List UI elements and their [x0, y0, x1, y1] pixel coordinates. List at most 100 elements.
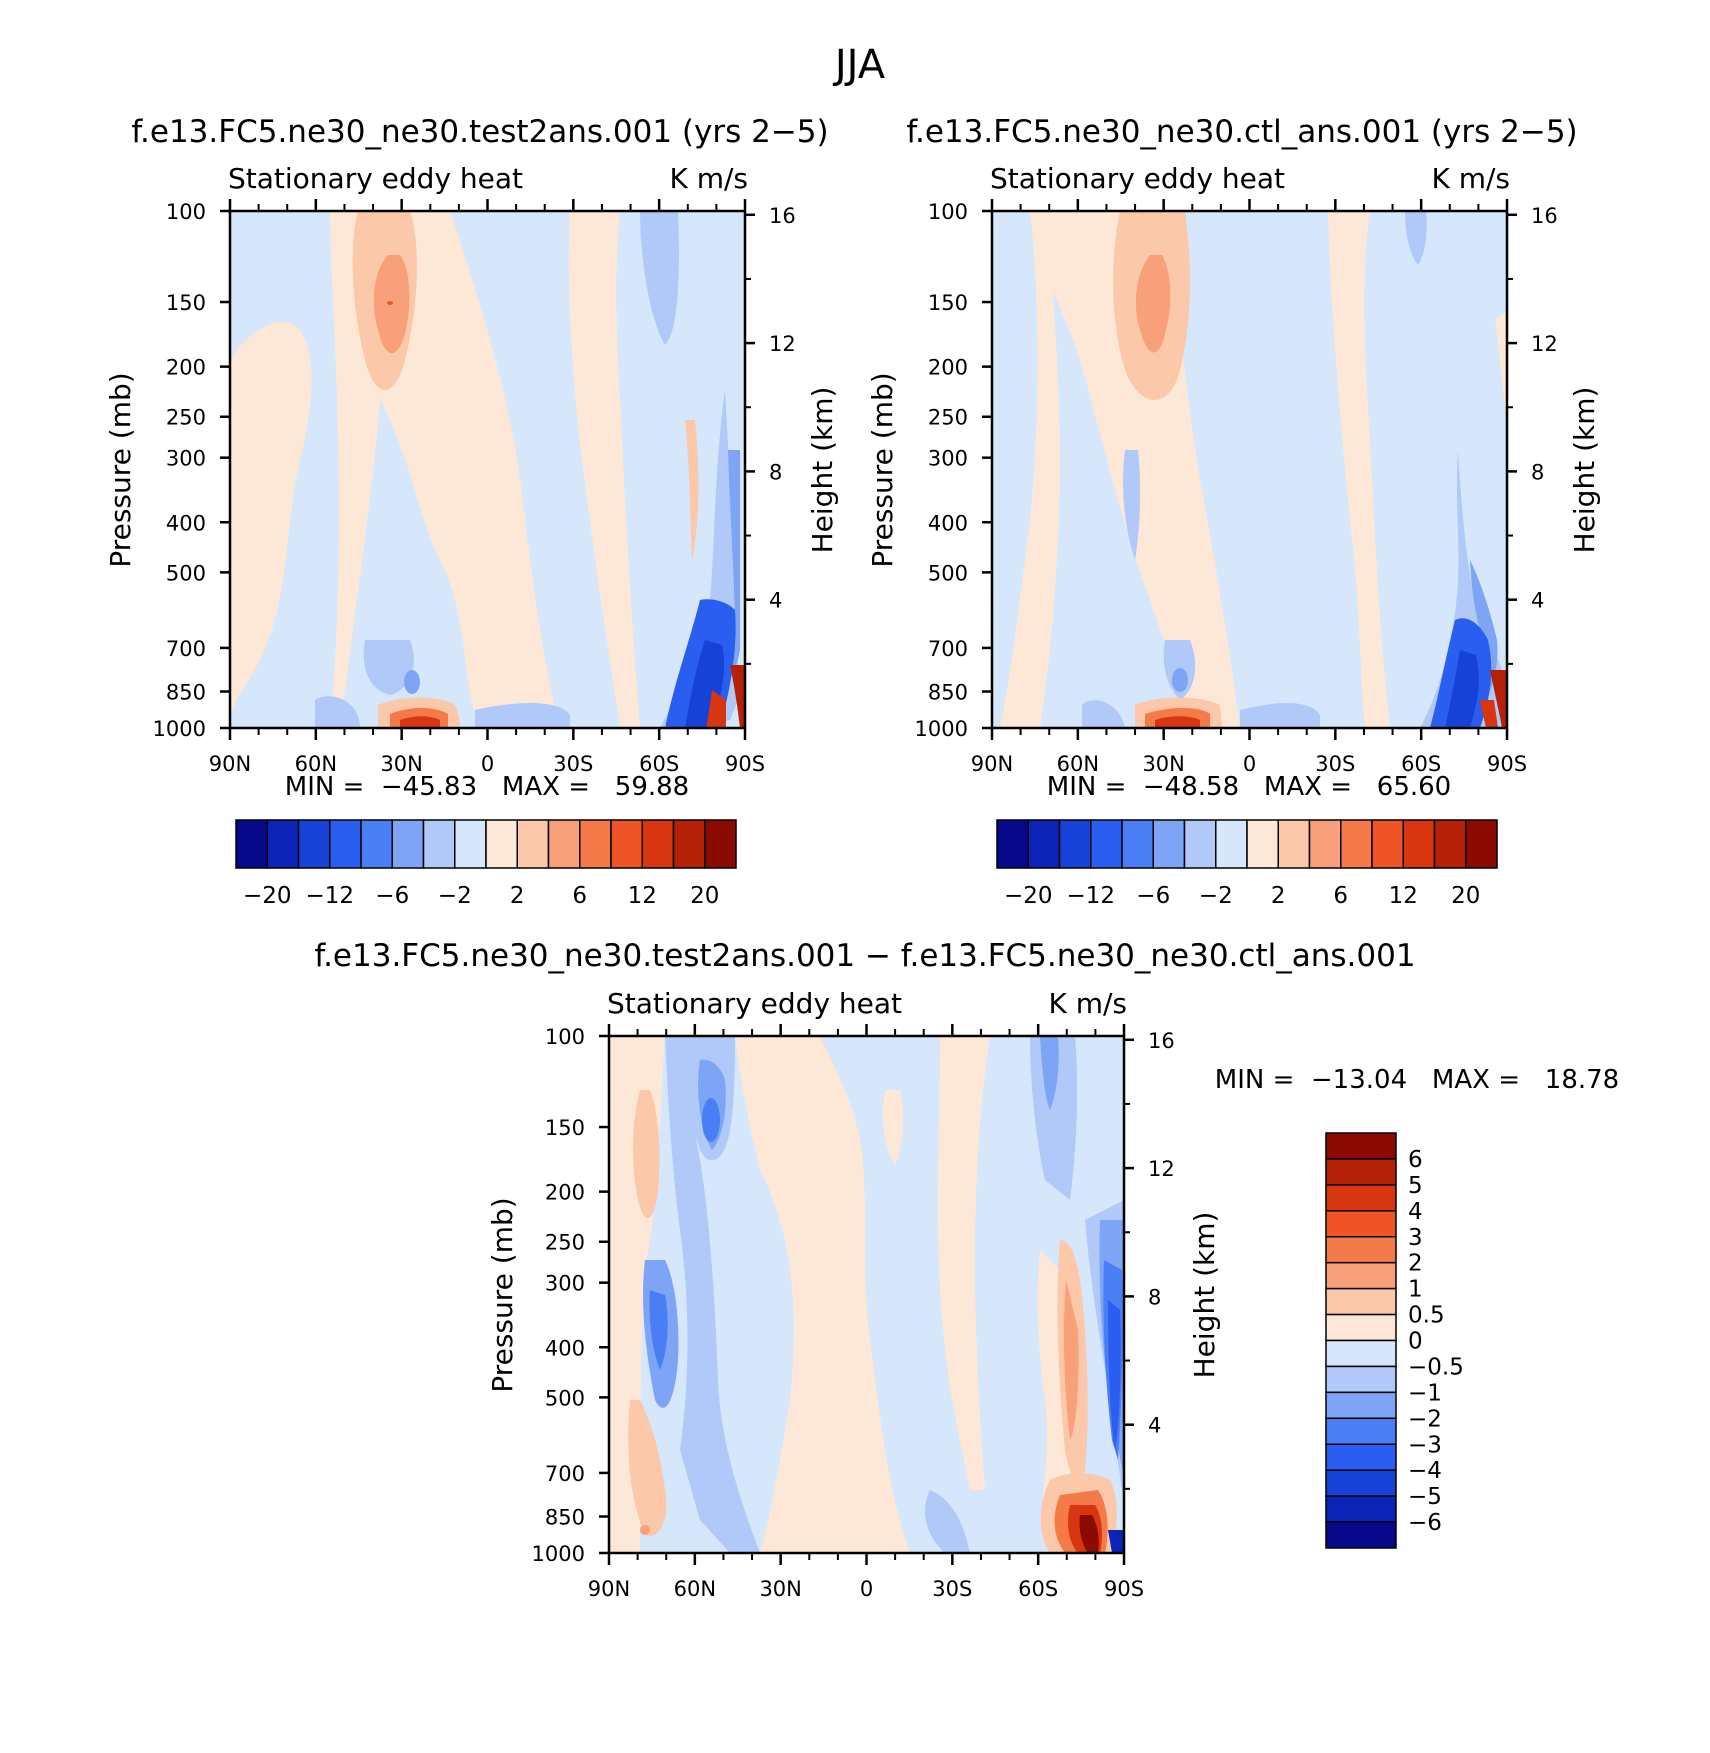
x-tick-label: 60S — [1401, 752, 1441, 776]
y-tick-label: 150 — [166, 291, 206, 315]
colorbar-box — [1027, 819, 1061, 869]
panel2-colorbar: −20 −12 −6 −2 2 6 12 20 — [996, 819, 1498, 909]
colorbar-label: −2 — [438, 883, 472, 909]
y-tick-label: 200 — [166, 356, 206, 380]
panel1-left-string: Stationary eddy heat — [228, 162, 523, 195]
panel3-stats: MIN = −13.04 MAX = 18.78 — [1215, 1065, 1619, 1095]
y-tick-label: 1000 — [915, 717, 968, 741]
panel3-right-string: K m/s — [1048, 987, 1127, 1020]
panel1-field — [230, 211, 745, 728]
panel1-colorbar: −20 −12 −6 −2 2 6 12 20 — [235, 819, 737, 909]
colorbar-box — [996, 819, 1029, 869]
colorbar-box — [579, 819, 612, 869]
colorbar-box — [1325, 1469, 1397, 1497]
x-tick-label: 0 — [481, 752, 494, 776]
colorbar-box — [1433, 819, 1467, 869]
x-tick-label: 60N — [674, 1577, 716, 1601]
colorbar-box — [1246, 819, 1279, 869]
colorbar-box — [1325, 1287, 1397, 1316]
panel2-ylabel-right: Height (km) — [1568, 387, 1601, 554]
panel2-axes: 100 150 200 250 300 400 500 700 850 1000 16 12 8 4 90N… — [915, 199, 1558, 776]
colorbar-box — [1402, 819, 1436, 869]
panel-ctl-ans: f.e13.FC5.ne30_ne30.ctl_ans.001 (yrs 2−5… — [866, 114, 1601, 909]
y-tick-label: 200 — [545, 1181, 585, 1205]
y-tick-label: 700 — [166, 637, 206, 661]
x-tick-label: 0 — [860, 1577, 873, 1601]
x-tick-label: 90S — [725, 752, 765, 776]
colorbar-box — [610, 819, 643, 869]
colorbar-box — [1325, 1521, 1397, 1549]
x-tick-label: 0 — [1243, 752, 1256, 776]
panel2-field — [992, 211, 1507, 728]
colorbar-label: −6 — [375, 883, 409, 909]
colorbar-box — [454, 819, 487, 869]
colorbar-box — [1183, 819, 1217, 869]
panel1-right-string: K m/s — [669, 162, 748, 195]
colorbar-label: −3 — [1408, 1432, 1442, 1458]
panel2-left-string: Stationary eddy heat — [990, 162, 1285, 195]
colorbar-box — [1325, 1417, 1397, 1445]
colorbar-box — [391, 819, 425, 869]
colorbar-box — [1325, 1158, 1397, 1186]
panel1-ylabel-right: Height (km) — [806, 387, 839, 554]
colorbar-box — [422, 819, 456, 869]
colorbar-box — [1325, 1210, 1397, 1238]
colorbar-box — [1325, 1132, 1397, 1160]
y-tick-label: 200 — [928, 356, 968, 380]
height-tick-label: 12 — [1148, 1157, 1175, 1181]
height-tick-label: 8 — [769, 460, 782, 484]
colorbar-label: −0.5 — [1408, 1354, 1464, 1380]
figure-title: JJA — [832, 42, 886, 88]
panel3-title: f.e13.FC5.ne30_ne30.test2ans.001 − f.e13… — [314, 938, 1415, 974]
height-tick-label: 16 — [1148, 1029, 1175, 1053]
panel3-ylabel-right: Height (km) — [1188, 1212, 1221, 1379]
y-tick-label: 400 — [166, 511, 206, 535]
panel1-title: f.e13.FC5.ne30_ne30.test2ans.001 (yrs 2−… — [131, 114, 828, 150]
colorbar-label: 0.5 — [1408, 1303, 1445, 1329]
y-tick-label: 400 — [545, 1336, 585, 1360]
x-tick-label: 30S — [932, 1577, 972, 1601]
colorbar-label: −4 — [1408, 1458, 1442, 1484]
panel1-stats: MIN = −45.83 MAX = 59.88 — [285, 772, 689, 802]
x-tick-label: 60S — [639, 752, 679, 776]
y-tick-label: 250 — [545, 1231, 585, 1255]
colorbar-label: 20 — [1451, 883, 1480, 909]
colorbar-label: 3 — [1408, 1225, 1423, 1251]
x-tick-label: 90N — [588, 1577, 630, 1601]
x-tick-label: 30S — [1315, 752, 1355, 776]
y-tick-label: 850 — [545, 1506, 585, 1530]
x-tick-label: 30S — [553, 752, 593, 776]
colorbar-label: 6 — [572, 883, 587, 909]
x-tick-label: 60S — [1018, 1577, 1058, 1601]
height-tick-label: 8 — [1531, 460, 1544, 484]
panel2-ylabel: Pressure (mb) — [866, 372, 899, 567]
y-tick-label: 850 — [166, 681, 206, 705]
y-tick-label: 300 — [928, 447, 968, 471]
x-tick-label: 60N — [295, 752, 337, 776]
colorbar-label: 2 — [510, 883, 525, 909]
colorbar-label: −6 — [1136, 883, 1170, 909]
height-tick-label: 12 — [769, 332, 796, 356]
panel1-axes: 100 150 200 250 300 400 500 700 850 1000 16 12 8 4 90N… — [153, 199, 796, 776]
height-tick-label: 4 — [1148, 1414, 1161, 1438]
y-tick-label: 100 — [545, 1025, 585, 1049]
colorbar-box — [641, 819, 675, 869]
height-tick-label: 16 — [1531, 204, 1558, 228]
y-tick-label: 400 — [928, 511, 968, 535]
colorbar-box — [1465, 819, 1498, 869]
colorbar-box — [485, 819, 518, 869]
colorbar-box — [1058, 819, 1092, 869]
colorbar-box — [1340, 819, 1373, 869]
colorbar-label: −1 — [1408, 1380, 1442, 1406]
colorbar-label: 2 — [1271, 883, 1286, 909]
colorbar-label: 12 — [1389, 883, 1418, 909]
panel2-title: f.e13.FC5.ne30_ne30.ctl_ans.001 (yrs 2−5… — [906, 114, 1577, 150]
x-tick-label: 90N — [209, 752, 251, 776]
colorbar-box — [704, 819, 737, 869]
height-tick-label: 8 — [1148, 1285, 1161, 1309]
y-tick-label: 500 — [928, 561, 968, 585]
x-tick-label: 90S — [1104, 1577, 1144, 1601]
height-tick-label: 12 — [1531, 332, 1558, 356]
